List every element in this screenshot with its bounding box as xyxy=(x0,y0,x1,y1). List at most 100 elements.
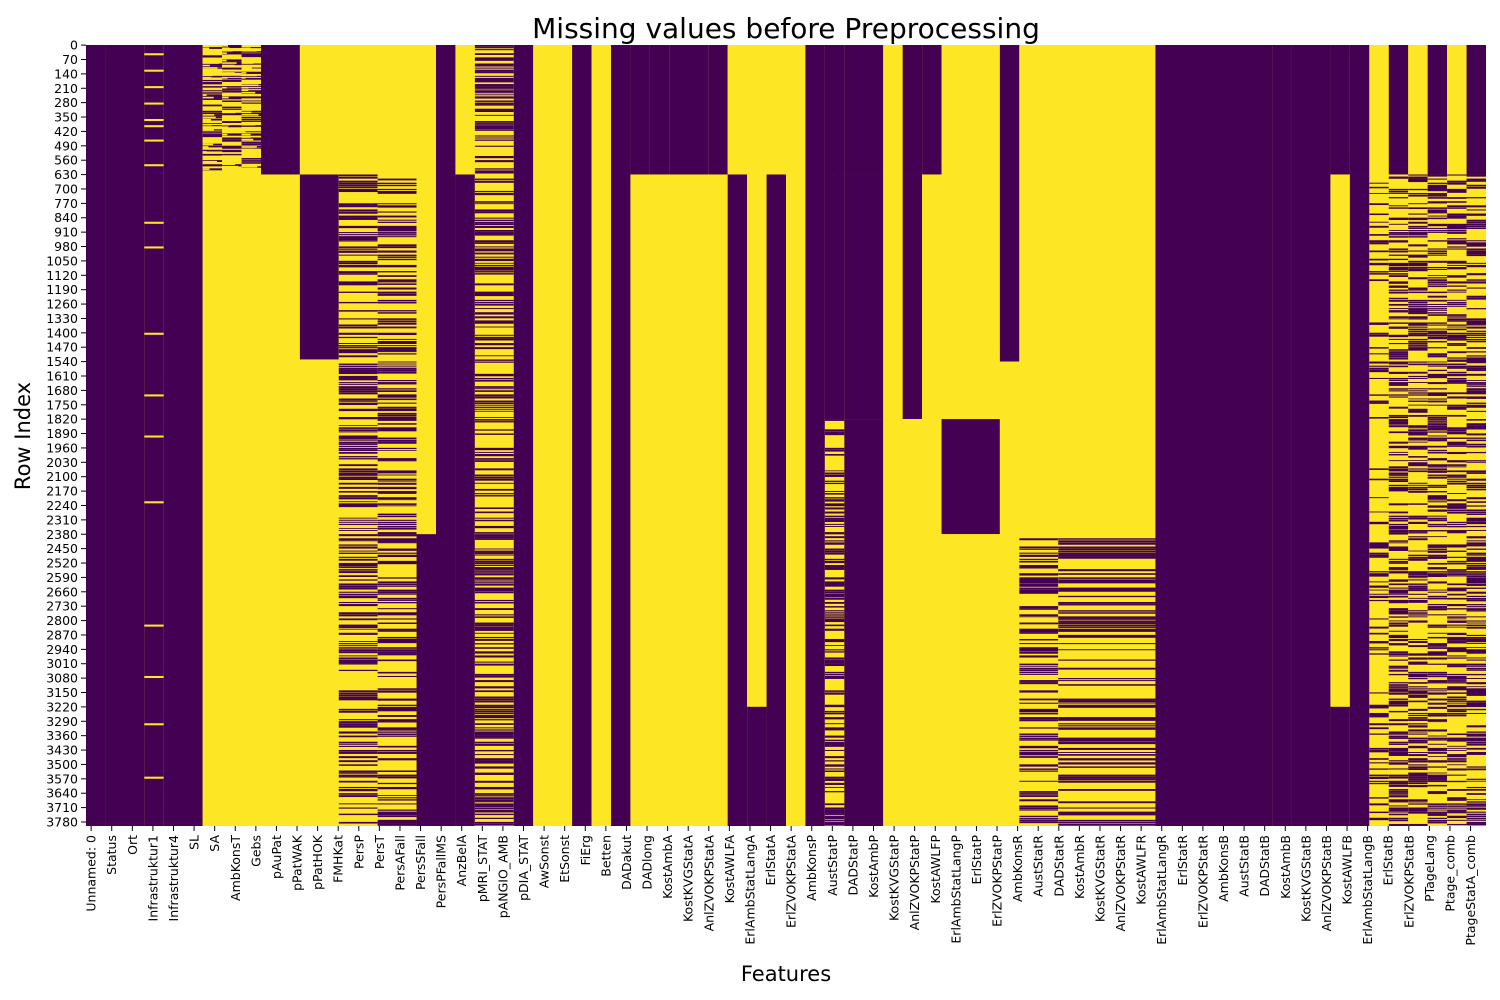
heatmap-cell-present xyxy=(377,745,417,748)
heatmap-cell-present xyxy=(474,125,514,128)
heatmap-cell-present xyxy=(1466,382,1486,384)
heatmap-cell-present xyxy=(1388,793,1409,795)
heatmap-cell-present xyxy=(1408,301,1428,304)
heatmap-cell-present xyxy=(1019,622,1059,625)
heatmap-cell-present xyxy=(1447,345,1467,346)
y-tick-label: 1890 xyxy=(46,426,78,441)
heatmap-cell-present xyxy=(1447,797,1467,800)
heatmap-cell-present xyxy=(377,365,417,367)
heatmap-cell-present xyxy=(377,283,417,285)
heatmap-cell-present xyxy=(1466,793,1486,795)
heatmap-cell-present xyxy=(338,273,378,275)
heatmap-cell-present xyxy=(377,688,417,690)
heatmap-cell-present xyxy=(1427,439,1448,442)
heatmap-cell-missing xyxy=(241,170,261,826)
heatmap-cell-present xyxy=(474,651,514,654)
heatmap-cell-present xyxy=(338,495,378,497)
heatmap-cell-present xyxy=(1447,478,1467,480)
y-tick-label: 3710 xyxy=(46,800,78,815)
y-tick-label: 2240 xyxy=(46,498,78,513)
heatmap-cell-present xyxy=(338,540,378,542)
heatmap-cell-present xyxy=(1466,402,1486,404)
heatmap-cell-present xyxy=(824,585,845,587)
heatmap-cell-present xyxy=(1466,287,1486,289)
heatmap-cell-present xyxy=(824,433,845,436)
heatmap-cell-present xyxy=(1447,205,1467,208)
heatmap-cell-present xyxy=(1466,821,1486,824)
x-tick-label: PtageStatA_comb xyxy=(1463,835,1478,946)
heatmap-cell-missing xyxy=(241,47,251,50)
heatmap-cell-missing xyxy=(533,45,573,826)
heatmap-cell-missing xyxy=(222,59,227,62)
heatmap-cell-present xyxy=(1388,754,1409,756)
heatmap-cell-missing xyxy=(241,153,247,156)
heatmap-cell-present xyxy=(1388,188,1409,191)
heatmap-cell-present xyxy=(1388,511,1409,514)
heatmap-cell-present xyxy=(1408,213,1428,215)
heatmap-cell-present xyxy=(1408,433,1428,436)
heatmap-cell-present xyxy=(474,57,514,60)
heatmap-cell-present xyxy=(1466,575,1486,578)
heatmap-cell-present xyxy=(86,45,106,826)
heatmap-cell-present xyxy=(338,180,378,183)
heatmap-cell-present xyxy=(474,110,514,112)
heatmap-cell-present xyxy=(1058,717,1156,720)
heatmap-cell-present xyxy=(1427,174,1448,177)
heatmap-cell-present xyxy=(338,451,378,454)
heatmap-cell-missing xyxy=(222,165,239,168)
heatmap-cell-present xyxy=(202,90,223,92)
heatmap-cell-present xyxy=(1427,791,1448,794)
heatmap-cell-present xyxy=(377,221,417,223)
heatmap-cell-present xyxy=(1466,244,1486,247)
heatmap-cell-present xyxy=(824,591,845,594)
heatmap-cell-present xyxy=(1388,692,1409,695)
heatmap-cell-present xyxy=(1388,749,1409,752)
heatmap-cell-present xyxy=(1058,630,1156,632)
heatmap-cell-present xyxy=(1427,548,1448,551)
heatmap-cell-present xyxy=(1466,636,1486,639)
heatmap-cell-present xyxy=(474,232,514,235)
heatmap-cell-present xyxy=(1447,680,1467,682)
heatmap-cell-missing xyxy=(202,94,207,96)
heatmap-cell-present xyxy=(1388,710,1409,713)
heatmap-cell-present xyxy=(338,774,378,777)
heatmap-cell-present xyxy=(824,540,845,542)
heatmap-cell-present xyxy=(1466,355,1486,357)
heatmap-cell-present xyxy=(1388,197,1409,199)
heatmap-cell-present xyxy=(338,441,378,444)
heatmap-cell-missing xyxy=(241,74,257,77)
heatmap-cell-present xyxy=(377,188,417,191)
heatmap-cell-present xyxy=(824,776,845,779)
heatmap-cell-present xyxy=(1466,643,1486,644)
heatmap-cell-present xyxy=(1369,279,1389,282)
heatmap-cell-present xyxy=(1447,480,1467,483)
heatmap-cell-present xyxy=(1466,604,1486,606)
x-tick-label: DADlong xyxy=(640,835,655,890)
heatmap-cell-present xyxy=(1466,799,1486,801)
heatmap-cell-present xyxy=(377,482,417,485)
heatmap-cell-present xyxy=(1058,643,1156,645)
heatmap-cell-present xyxy=(1466,690,1486,693)
heatmap-cell-present xyxy=(824,791,845,793)
x-axis-label: Features xyxy=(741,962,831,986)
heatmap-cell-present xyxy=(474,123,514,125)
heatmap-cell-present xyxy=(1466,581,1486,584)
heatmap-cell-present xyxy=(474,727,514,729)
heatmap-cell-present xyxy=(338,384,378,386)
heatmap-cell-present xyxy=(1408,382,1428,383)
heatmap-cell-present xyxy=(1369,554,1389,557)
heatmap-cell-present xyxy=(1447,686,1467,689)
heatmap-cell-present xyxy=(474,421,514,423)
heatmap-cell-present xyxy=(1388,232,1409,234)
heatmap-cell-present xyxy=(1388,591,1409,594)
heatmap-cell-present xyxy=(1369,400,1389,403)
heatmap-cell-present xyxy=(474,719,514,721)
heatmap-cell-present xyxy=(1447,626,1467,628)
heatmap-cell-present xyxy=(1388,784,1409,787)
heatmap-cell-present xyxy=(474,269,514,271)
heatmap-cell-present xyxy=(338,632,378,635)
x-tick-label: AustStatR xyxy=(1031,835,1046,897)
heatmap-cell-present xyxy=(377,449,417,451)
heatmap-cell-present xyxy=(474,172,514,174)
heatmap-cell-present xyxy=(1019,754,1059,756)
